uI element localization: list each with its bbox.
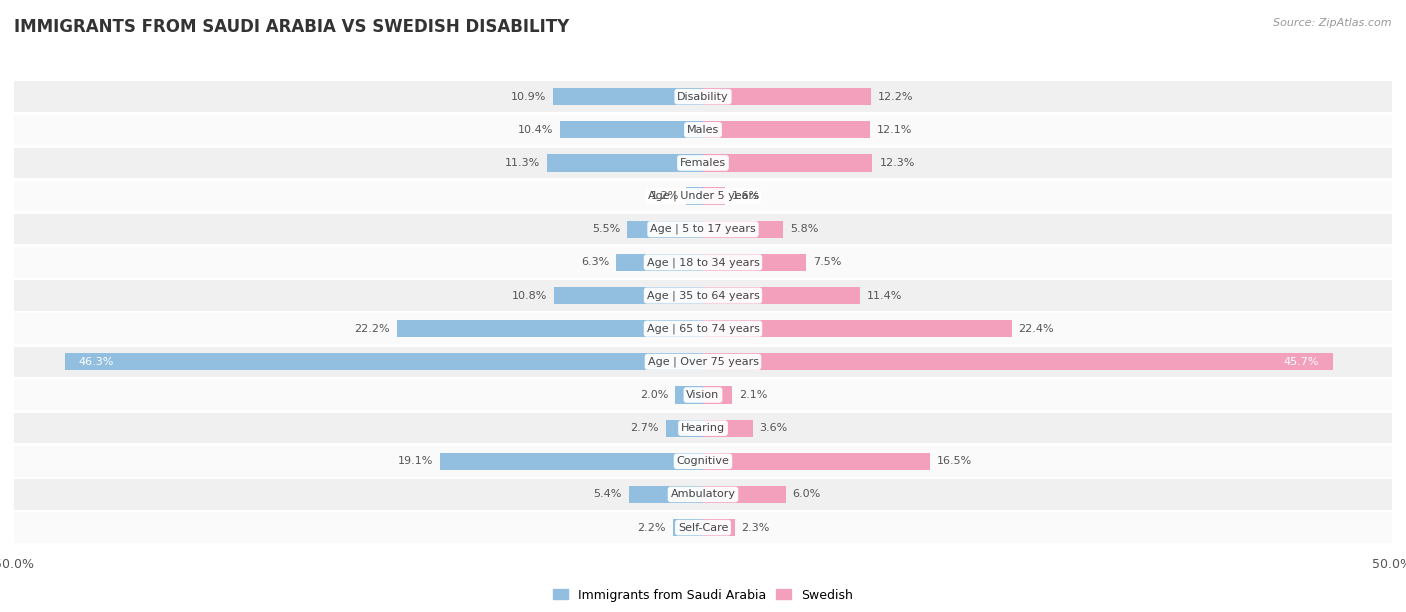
Bar [560, 121, 703, 138]
Bar [703, 353, 1333, 370]
Bar [553, 88, 703, 105]
Bar [703, 453, 931, 470]
Text: Males: Males [688, 125, 718, 135]
Text: Hearing: Hearing [681, 423, 725, 433]
Bar [703, 187, 725, 204]
Text: Age | Over 75 years: Age | Over 75 years [648, 357, 758, 367]
Text: 2.1%: 2.1% [738, 390, 768, 400]
Bar [666, 420, 703, 437]
Bar [14, 479, 1392, 510]
Bar [703, 320, 1012, 337]
Bar [396, 320, 703, 337]
Text: 22.4%: 22.4% [1018, 324, 1054, 334]
Text: Cognitive: Cognitive [676, 457, 730, 466]
Bar [14, 81, 1392, 112]
Bar [703, 154, 873, 171]
Text: 1.6%: 1.6% [733, 191, 761, 201]
Legend: Immigrants from Saudi Arabia, Swedish: Immigrants from Saudi Arabia, Swedish [548, 584, 858, 606]
Text: Source: ZipAtlas.com: Source: ZipAtlas.com [1274, 18, 1392, 28]
Bar [703, 254, 807, 271]
Bar [547, 154, 703, 171]
Bar [628, 486, 703, 503]
Text: 16.5%: 16.5% [938, 457, 973, 466]
Bar [14, 147, 1392, 178]
Text: 10.4%: 10.4% [517, 125, 553, 135]
Text: 5.8%: 5.8% [790, 224, 818, 234]
Text: Ambulatory: Ambulatory [671, 490, 735, 499]
Text: 1.2%: 1.2% [651, 191, 679, 201]
Text: Age | 5 to 17 years: Age | 5 to 17 years [650, 224, 756, 234]
Bar [686, 187, 703, 204]
Bar [14, 214, 1392, 245]
Text: 11.3%: 11.3% [505, 158, 540, 168]
Text: 19.1%: 19.1% [398, 457, 433, 466]
Text: 10.8%: 10.8% [512, 291, 547, 300]
Bar [627, 220, 703, 238]
Bar [14, 181, 1392, 211]
Bar [14, 346, 1392, 377]
Bar [703, 121, 870, 138]
Text: Disability: Disability [678, 92, 728, 102]
Text: 2.2%: 2.2% [637, 523, 666, 532]
Text: Age | 35 to 64 years: Age | 35 to 64 years [647, 290, 759, 300]
Text: Vision: Vision [686, 390, 720, 400]
Text: 2.7%: 2.7% [630, 423, 659, 433]
Text: Age | 18 to 34 years: Age | 18 to 34 years [647, 257, 759, 267]
Text: 2.3%: 2.3% [741, 523, 770, 532]
Bar [672, 519, 703, 536]
Bar [14, 446, 1392, 477]
Text: Self-Care: Self-Care [678, 523, 728, 532]
Bar [14, 280, 1392, 311]
Text: Age | Under 5 years: Age | Under 5 years [648, 191, 758, 201]
Bar [703, 220, 783, 238]
Text: Age | 65 to 74 years: Age | 65 to 74 years [647, 324, 759, 334]
Bar [14, 247, 1392, 278]
Bar [440, 453, 703, 470]
Bar [703, 386, 733, 404]
Text: 12.3%: 12.3% [879, 158, 915, 168]
Bar [703, 486, 786, 503]
Bar [554, 287, 703, 304]
Bar [14, 379, 1392, 410]
Bar [675, 386, 703, 404]
Text: 22.2%: 22.2% [354, 324, 391, 334]
Text: 46.3%: 46.3% [79, 357, 114, 367]
Text: 6.3%: 6.3% [581, 258, 609, 267]
Bar [703, 519, 735, 536]
Text: 2.0%: 2.0% [640, 390, 669, 400]
Bar [703, 420, 752, 437]
Text: 11.4%: 11.4% [868, 291, 903, 300]
Bar [14, 413, 1392, 443]
Text: 5.4%: 5.4% [593, 490, 621, 499]
Text: 3.6%: 3.6% [759, 423, 787, 433]
Text: 6.0%: 6.0% [793, 490, 821, 499]
Text: Females: Females [681, 158, 725, 168]
Text: 7.5%: 7.5% [813, 258, 842, 267]
Bar [703, 287, 860, 304]
Text: IMMIGRANTS FROM SAUDI ARABIA VS SWEDISH DISABILITY: IMMIGRANTS FROM SAUDI ARABIA VS SWEDISH … [14, 18, 569, 36]
Text: 12.2%: 12.2% [877, 92, 914, 102]
Text: 5.5%: 5.5% [592, 224, 620, 234]
Bar [616, 254, 703, 271]
Text: 45.7%: 45.7% [1284, 357, 1319, 367]
Bar [703, 88, 872, 105]
Bar [14, 313, 1392, 344]
Bar [14, 114, 1392, 145]
Text: 12.1%: 12.1% [876, 125, 912, 135]
Bar [65, 353, 703, 370]
Text: 10.9%: 10.9% [510, 92, 546, 102]
Bar [14, 512, 1392, 543]
